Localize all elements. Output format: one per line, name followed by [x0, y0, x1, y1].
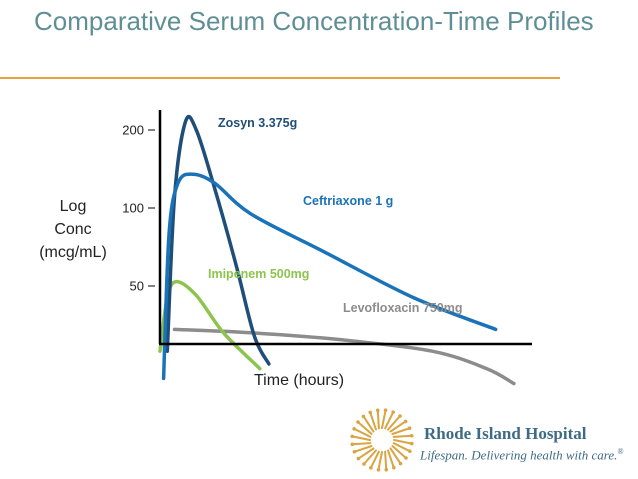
logo-tagline: Lifespan. Delivering health with care.®	[420, 447, 624, 463]
title-divider	[0, 77, 560, 79]
sunburst-icon	[350, 408, 414, 472]
series-line-2	[161, 172, 498, 381]
series-line-4	[172, 327, 516, 386]
y-tick-label-3: 50	[130, 279, 144, 294]
series-label-3: Imipenem 500mg	[208, 267, 309, 281]
page-title: Comparative Serum Concentration-Time Pro…	[34, 6, 594, 36]
series-line-1	[165, 114, 271, 366]
y-tick-label-2: 100	[122, 201, 144, 216]
y-axis-label: Log Conc (mcg/mL)	[28, 195, 118, 264]
y-tick-label-1: 200	[122, 123, 144, 138]
y-axis-label-line-3: (mcg/mL)	[39, 244, 107, 261]
y-axis-label-line-2: Conc	[54, 221, 92, 238]
series-label-2: Ceftriaxone 1 g	[303, 194, 393, 208]
logo-hospital-name: Rhode Island Hospital	[424, 424, 587, 443]
series-label-1: Zosyn 3.375g	[218, 116, 297, 130]
y-axis-label-line-1: Log	[59, 198, 87, 215]
series-label-4: Levofloxacin 750mg	[343, 301, 463, 315]
trademark-mark: ®	[617, 447, 624, 456]
x-axis-label: Time (hours)	[254, 372, 345, 389]
